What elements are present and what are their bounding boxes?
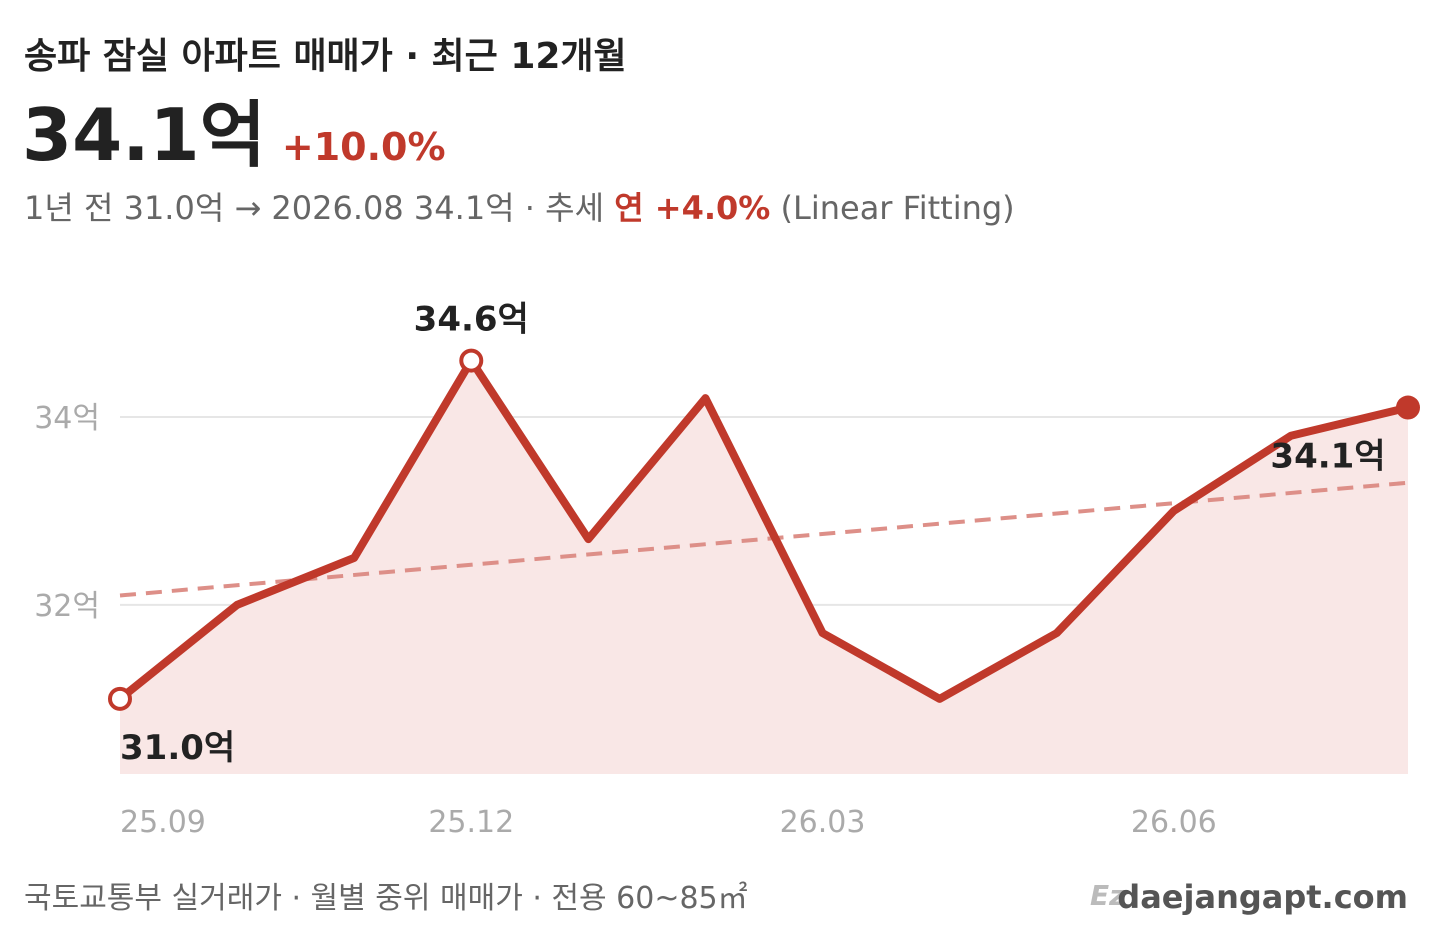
x-tick-label: 25.12 <box>428 805 514 840</box>
headline-change: +10.0% <box>282 125 446 169</box>
line <box>117 356 1409 703</box>
value-label: 34.1억 <box>1270 437 1385 477</box>
area <box>120 360 1408 774</box>
y-tick-label: 32억 <box>34 589 100 624</box>
x-tick-label: 26.06 <box>1131 805 1217 840</box>
x-tick-label: 25.09 <box>120 805 206 840</box>
subtitle: 1년 전 31.0억 → 2026.08 34.1억 · 추세 연 +4.0% … <box>24 189 1015 227</box>
trend-rate: 연 +4.0% <box>614 189 770 227</box>
source-note: 국토교통부 실거래가 · 월별 중위 매매가 · 전용 60~85㎡ <box>24 881 748 916</box>
brand-name: daejangapt.com <box>1117 878 1408 916</box>
x-tick-label: 26.03 <box>780 805 866 840</box>
chart-title: 송파 잠실 아파트 매매가 · 최근 12개월 <box>24 36 627 77</box>
value-label: 34.6억 <box>414 300 529 340</box>
value-label: 31.0억 <box>120 728 235 768</box>
headline-value: 34.1억 <box>22 93 266 177</box>
point-marker <box>1396 395 1420 420</box>
point-marker <box>108 686 132 711</box>
brand-logo: Ez <box>1090 879 1126 912</box>
trend-method: (Linear Fitting) <box>781 189 1015 227</box>
point-marker <box>459 348 484 373</box>
subtitle-prefix: 1년 전 31.0억 → 2026.08 34.1억 · 추세 <box>24 189 604 227</box>
y-tick-label: 34억 <box>34 401 100 436</box>
